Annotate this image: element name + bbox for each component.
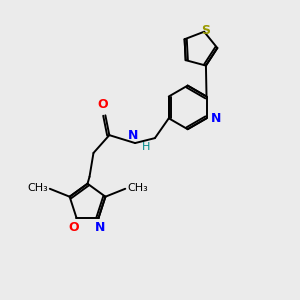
Text: O: O [97,98,108,111]
Text: N: N [211,112,221,125]
Text: H: H [142,142,150,152]
Text: N: N [94,221,105,234]
Text: N: N [128,129,138,142]
Text: S: S [201,24,210,37]
Text: CH₃: CH₃ [127,183,148,193]
Text: CH₃: CH₃ [27,183,48,193]
Text: O: O [68,221,79,234]
